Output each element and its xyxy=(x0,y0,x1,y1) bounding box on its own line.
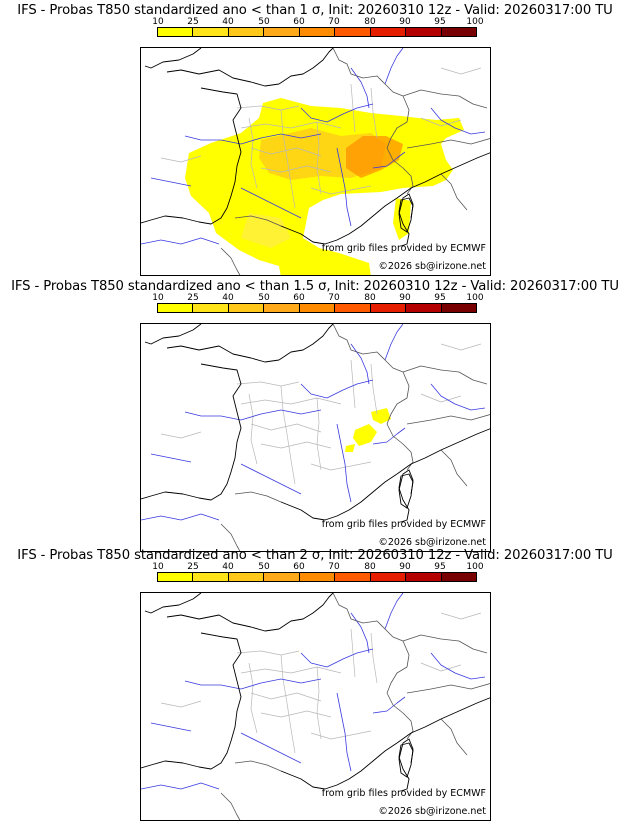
colorbar-swatch xyxy=(370,28,407,36)
map-canvas xyxy=(141,593,490,820)
colorbar-swatch xyxy=(158,304,194,312)
colorbar-swatch xyxy=(441,573,476,581)
colorbar-swatch xyxy=(264,28,300,36)
colorbar-tick: 70 xyxy=(328,562,340,572)
map-geography xyxy=(141,324,490,551)
colorbar-tick: 80 xyxy=(364,562,376,572)
colorbar-swatch xyxy=(264,304,300,312)
colorbar-labels: 10 25 40 50 60 70 80 90 95 100 xyxy=(152,17,483,27)
colorbar-tick: 100 xyxy=(466,562,484,572)
colorbar-swatch xyxy=(335,573,371,581)
colorbar-swatch xyxy=(335,28,371,36)
map-canvas xyxy=(141,324,490,551)
colorbar-swatch xyxy=(299,304,336,312)
colorbar-tick: 25 xyxy=(187,293,199,303)
colorbar-swatch xyxy=(228,28,265,36)
colorbar-swatch xyxy=(370,304,407,312)
colorbar-tick: 60 xyxy=(293,562,305,572)
colorbar-tick: 10 xyxy=(152,17,164,27)
colorbar-swatch xyxy=(299,28,336,36)
colorbar-tick: 10 xyxy=(152,562,164,572)
probability-fill xyxy=(345,408,391,452)
map-canvas xyxy=(141,48,490,275)
map-frame: from grib files provided by ECMWF ©2026 … xyxy=(140,323,491,552)
colorbar-tick: 90 xyxy=(399,17,411,27)
colorbar-tick: 80 xyxy=(364,17,376,27)
colorbar-tick: 95 xyxy=(434,293,446,303)
map-panel-3: IFS - Probas T850 standardized ano < tha… xyxy=(0,545,630,821)
colorbar-tick: 60 xyxy=(293,293,305,303)
colorbar-tick: 25 xyxy=(187,17,199,27)
colorbar-swatch xyxy=(264,573,300,581)
map-frame: from grib files provided by ECMWF ©2026 … xyxy=(140,592,491,821)
colorbar-swatch xyxy=(158,573,194,581)
colorbar-tick: 50 xyxy=(258,17,270,27)
colorbar-swatch xyxy=(370,573,407,581)
colorbar-tick: 60 xyxy=(293,17,305,27)
colorbar-tick: 95 xyxy=(434,562,446,572)
colorbar-tick: 40 xyxy=(222,17,234,27)
colorbar-tick: 25 xyxy=(187,562,199,572)
credit-copyright: ©2026 sb@irizone.net xyxy=(378,806,486,817)
colorbar-swatch xyxy=(193,304,229,312)
map-geography xyxy=(141,48,490,275)
colorbar-tick: 50 xyxy=(258,293,270,303)
colorbar-swatch xyxy=(193,28,229,36)
panel-title: IFS - Probas T850 standardized ano < tha… xyxy=(17,548,613,563)
colorbar-labels: 10 25 40 50 60 70 80 90 95 100 xyxy=(152,562,483,572)
colorbar-swatch xyxy=(193,573,229,581)
credit-source: from grib files provided by ECMWF xyxy=(321,243,486,254)
map-frame: from grib files provided by ECMWF ©2026 … xyxy=(140,47,491,276)
map-panel-1: IFS - Probas T850 standardized ano < tha… xyxy=(0,0,630,276)
credit-copyright: ©2026 sb@irizone.net xyxy=(378,537,486,548)
colorbar-tick: 40 xyxy=(222,562,234,572)
colorbar-tick: 90 xyxy=(399,293,411,303)
panel-title: IFS - Probas T850 standardized ano < tha… xyxy=(17,3,613,18)
colorbar-tick: 50 xyxy=(258,562,270,572)
colorbar-tick: 100 xyxy=(466,17,484,27)
credit-copyright: ©2026 sb@irizone.net xyxy=(378,261,486,272)
colorbar-swatch xyxy=(441,304,476,312)
colorbar-labels: 10 25 40 50 60 70 80 90 95 100 xyxy=(152,293,483,303)
colorbar-tick: 95 xyxy=(434,17,446,27)
colorbar-tick: 40 xyxy=(222,293,234,303)
colorbar-tick: 70 xyxy=(328,293,340,303)
colorbar-swatch xyxy=(228,573,265,581)
colorbar-tick: 80 xyxy=(364,293,376,303)
credit-source: from grib files provided by ECMWF xyxy=(321,788,486,799)
colorbar-swatch xyxy=(406,28,442,36)
colorbar-tick: 100 xyxy=(466,293,484,303)
colorbar-tick: 90 xyxy=(399,562,411,572)
colorbar xyxy=(157,303,477,313)
map-geography xyxy=(141,593,490,820)
colorbar-swatch xyxy=(228,304,265,312)
colorbar xyxy=(157,572,477,582)
colorbar-swatch xyxy=(406,304,442,312)
probability-fill xyxy=(185,98,464,275)
colorbar-tick: 70 xyxy=(328,17,340,27)
map-panel-2: IFS - Probas T850 standardized ano < tha… xyxy=(0,276,630,552)
colorbar-swatch xyxy=(299,573,336,581)
credit-source: from grib files provided by ECMWF xyxy=(321,519,486,530)
colorbar-tick: 10 xyxy=(152,293,164,303)
colorbar-swatch xyxy=(335,304,371,312)
colorbar-swatch xyxy=(158,28,194,36)
colorbar-swatch xyxy=(441,28,476,36)
colorbar-swatch xyxy=(406,573,442,581)
panel-title: IFS - Probas T850 standardized ano < tha… xyxy=(11,279,619,294)
colorbar xyxy=(157,27,477,37)
